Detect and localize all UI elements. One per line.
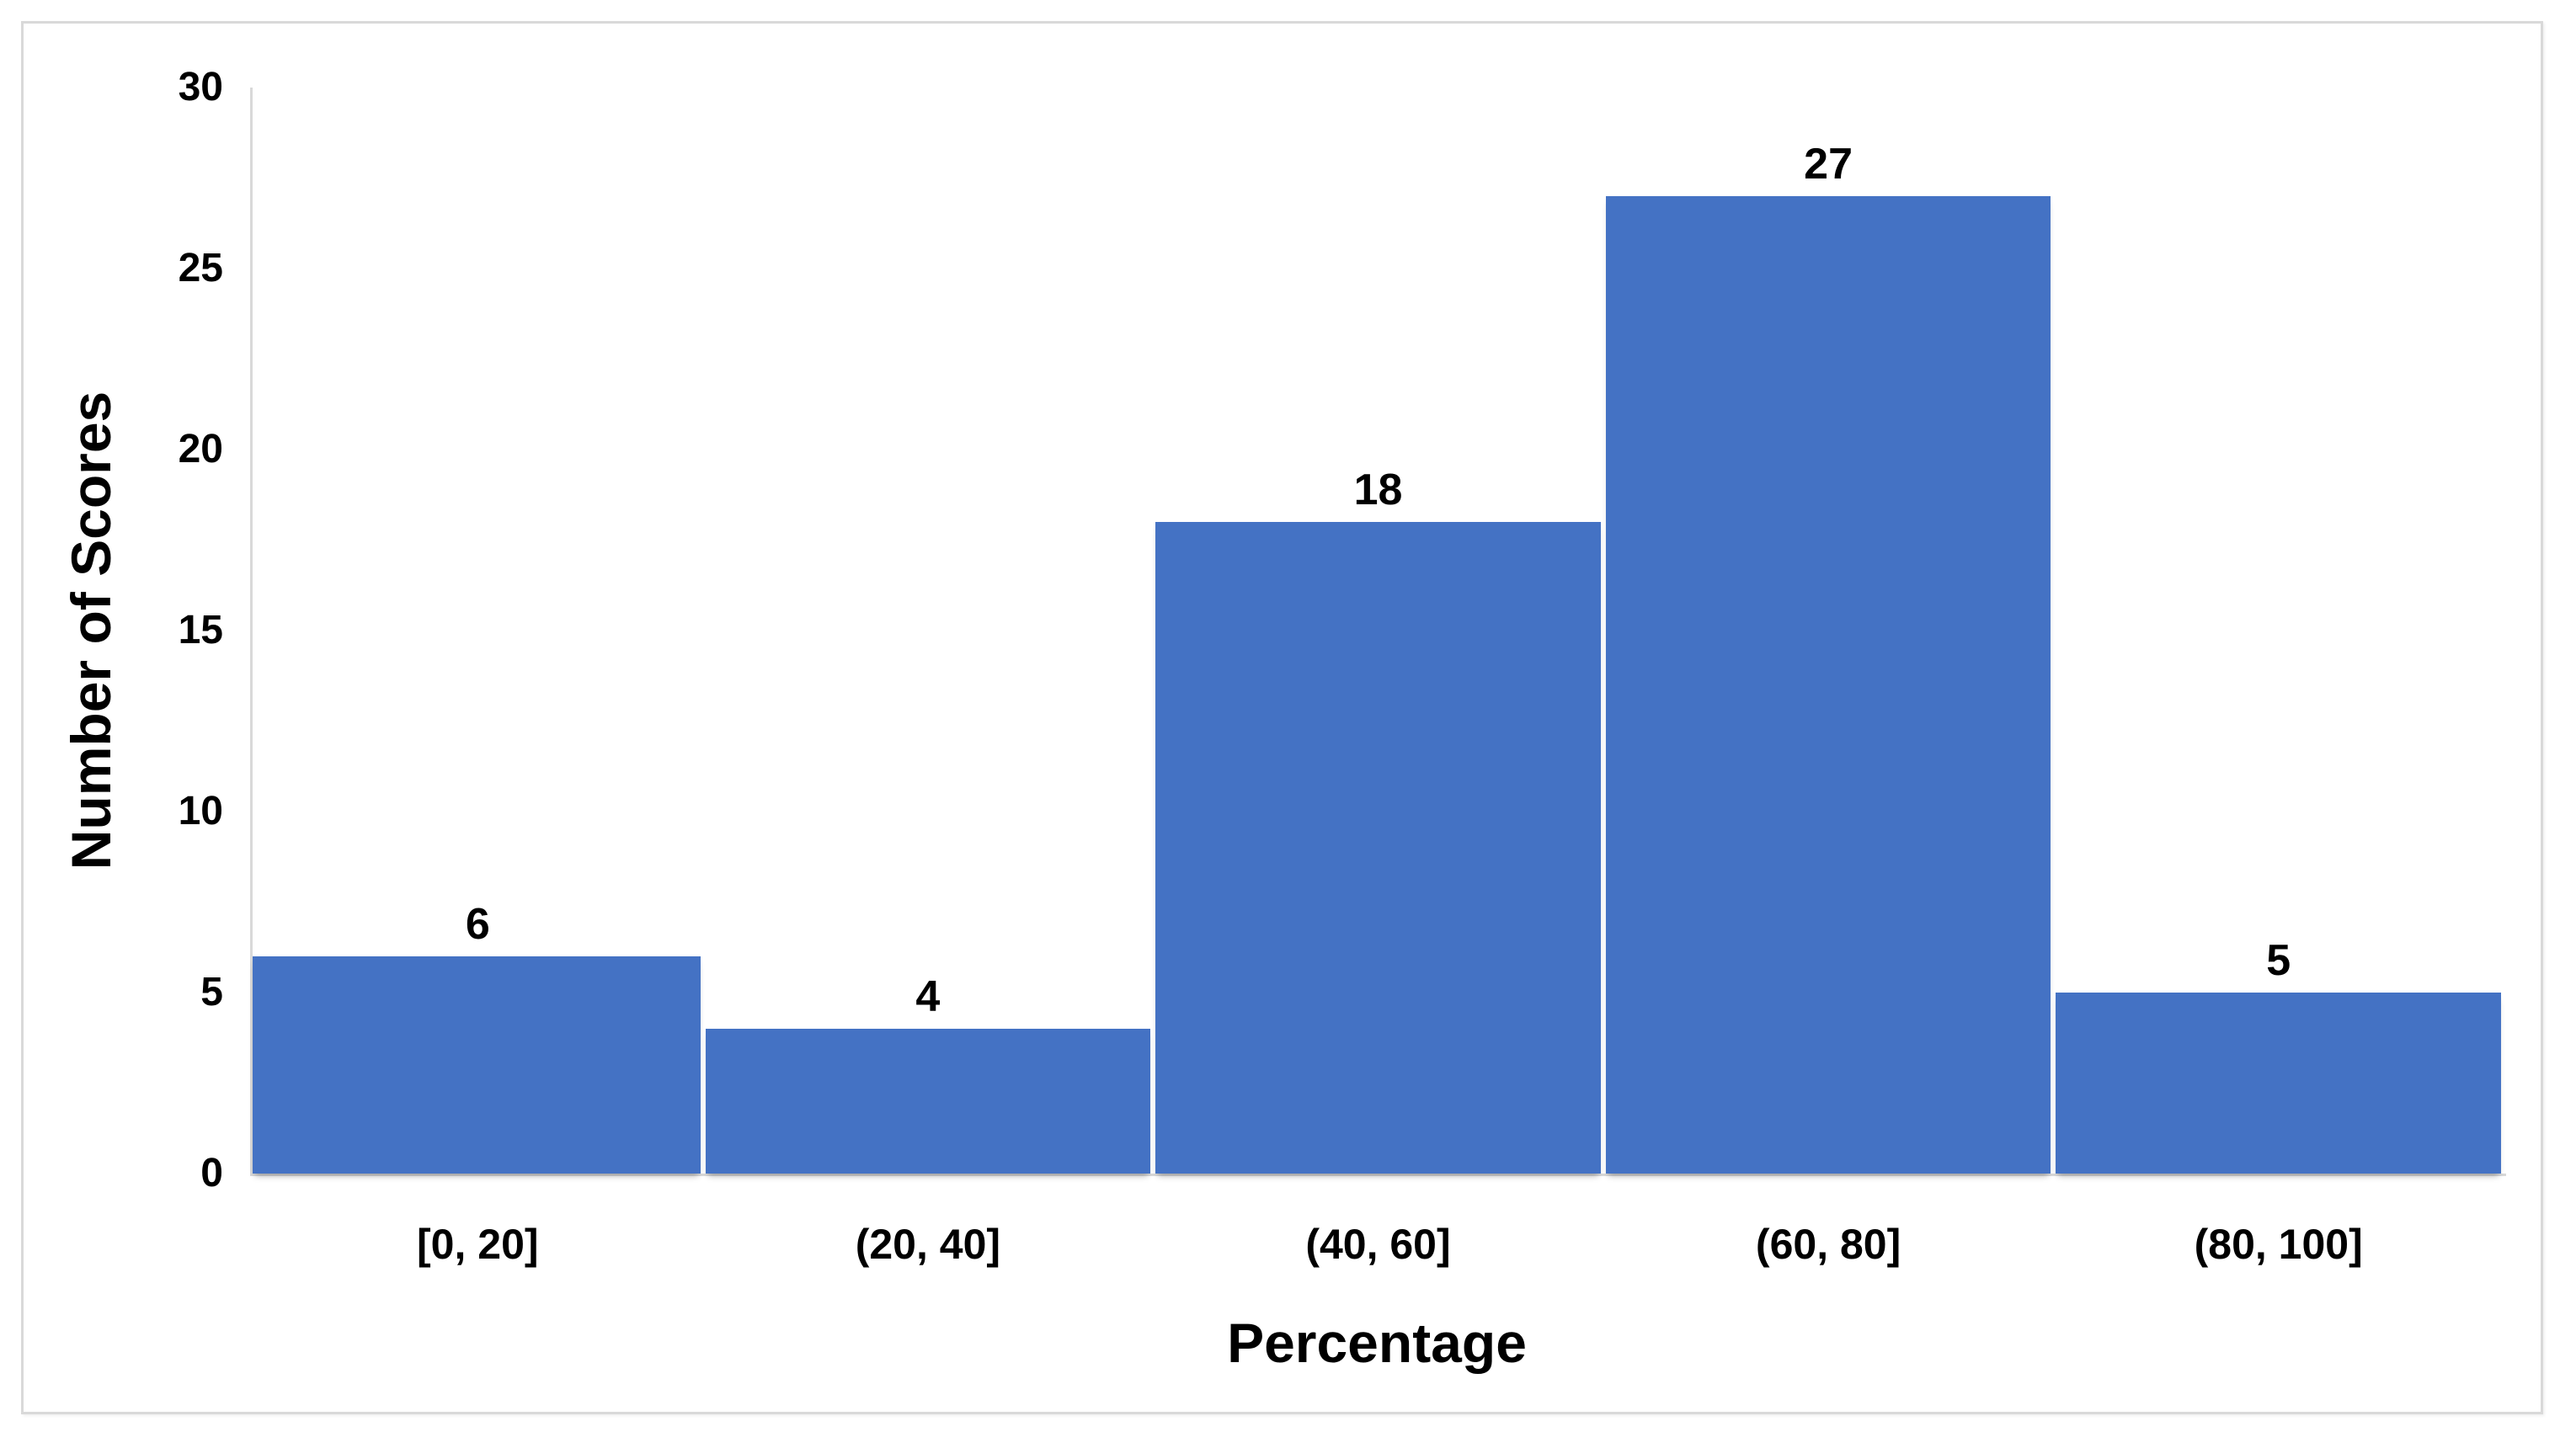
bar xyxy=(1605,196,2051,1174)
x-tick-label: (40, 60] xyxy=(1305,1221,1451,1268)
bar xyxy=(2056,993,2501,1174)
bar-value-label: 4 xyxy=(915,972,941,1021)
y-tick-label: 25 xyxy=(178,246,223,290)
x-axis-line xyxy=(250,1174,2506,1176)
y-tick-label: 5 xyxy=(200,970,223,1014)
y-axis-title: Number of Scores xyxy=(60,391,122,870)
y-tick-label: 0 xyxy=(200,1151,223,1195)
bar xyxy=(705,1029,1151,1174)
bar-value-label: 18 xyxy=(1353,466,1403,514)
x-tick-label: (80, 100] xyxy=(2194,1221,2363,1268)
y-tick-label: 20 xyxy=(178,427,223,471)
y-tick-label: 30 xyxy=(178,65,223,109)
bar xyxy=(253,956,701,1174)
y-tick-label: 15 xyxy=(178,608,223,652)
bar-value-label: 27 xyxy=(1804,140,1853,189)
bar-value-label: 6 xyxy=(465,900,490,949)
bar xyxy=(1155,522,1601,1174)
x-tick-label: [0, 20] xyxy=(417,1221,539,1268)
bar-value-label: 5 xyxy=(2266,936,2291,985)
x-tick-label: (60, 80] xyxy=(1755,1221,1901,1268)
x-tick-label: (20, 40] xyxy=(855,1221,1001,1268)
y-axis-line xyxy=(250,88,253,1174)
y-tick-label: 10 xyxy=(178,789,223,833)
x-axis-title: Percentage xyxy=(1227,1312,1527,1374)
